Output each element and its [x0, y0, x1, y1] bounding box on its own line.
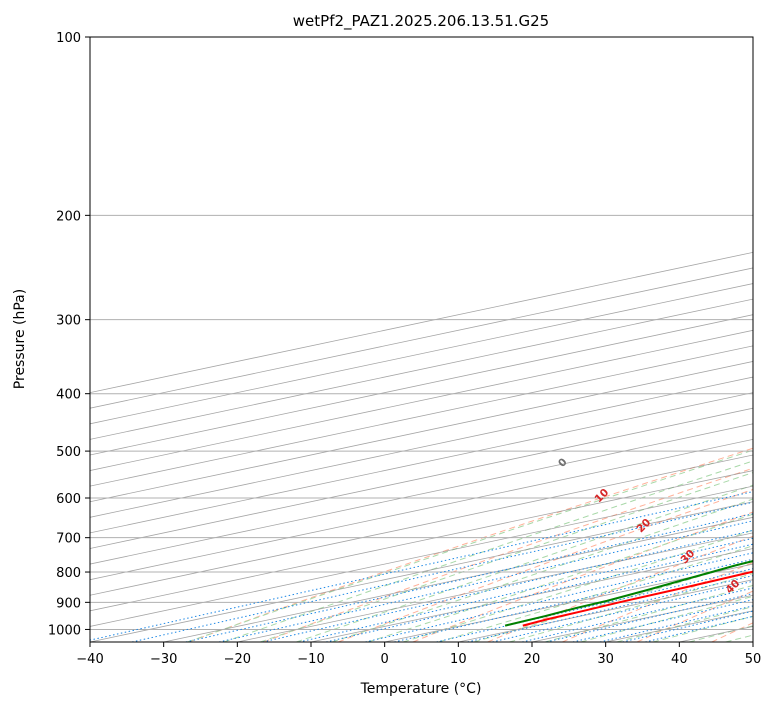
moist-adiabats	[187, 449, 753, 642]
x-tick-label: −30	[150, 652, 177, 667]
moist-adiabat-line	[402, 529, 753, 642]
mixing-ratio-line	[218, 520, 753, 642]
isotherm-line	[90, 501, 753, 642]
isotherm-line	[90, 267, 753, 409]
profiles	[504, 560, 753, 627]
y-tick-label: 400	[56, 388, 81, 403]
y-tick-label: 300	[56, 314, 81, 329]
x-axis-ticks: −40 −30 −20 −10 0 10 20 30 40 50	[76, 642, 761, 667]
isotherm-line	[90, 329, 753, 471]
isotherm-line	[90, 454, 753, 596]
isotherm-line	[90, 423, 753, 565]
mixing-ratio-line	[299, 537, 753, 642]
x-tick-label: −10	[297, 652, 324, 667]
x-tick-label: −20	[224, 652, 251, 667]
y-tick-label: 500	[56, 445, 81, 460]
skewed-isotherms	[90, 251, 753, 642]
isotherm-line	[90, 407, 753, 549]
isotherm-line	[90, 485, 753, 627]
y-tick-label: 600	[56, 492, 81, 507]
isotherm-line	[90, 251, 753, 394]
x-tick-label: 0	[381, 652, 389, 667]
x-tick-label: 20	[524, 652, 541, 667]
x-tick-label: 40	[671, 652, 688, 667]
plot-area: 0.10.20.40.611.52346810131620253036-100-…	[90, 37, 753, 642]
x-tick-label: 50	[745, 652, 762, 667]
isotherm-line	[90, 314, 753, 456]
x-tick-label: −40	[76, 652, 103, 667]
isotherm-line	[237, 532, 753, 642]
y-tick-label: 200	[56, 209, 81, 224]
isotherm-line	[90, 283, 753, 425]
isotherm-line	[90, 470, 753, 612]
dry-adiabat-line	[487, 535, 753, 642]
y-tick-label: 700	[56, 532, 81, 547]
moist-adiabat-line	[473, 559, 753, 642]
y-axis-ticks: 100 200 300 400 500 600 700 800 900 1000	[48, 31, 90, 638]
y-tick-label: 800	[56, 566, 81, 581]
plot-frame	[89, 36, 754, 643]
x-axis-label: Temperature (°C)	[360, 681, 482, 697]
x-tick-label: 10	[450, 652, 467, 667]
mixing-ratio-line	[394, 558, 753, 642]
isotherm-line	[90, 438, 753, 581]
y-axis-label: Pressure (hPa)	[12, 289, 28, 389]
x-tick-label: 30	[597, 652, 614, 667]
moist-adiabat-line	[331, 498, 753, 642]
chart-title: wetPf2_PAZ1.2025.206.13.51.G25	[293, 12, 549, 31]
pressure-gridlines	[90, 37, 753, 630]
mixing-ratio-line	[90, 491, 753, 641]
y-tick-label: 900	[56, 596, 81, 611]
moist-adiabat-line	[296, 484, 753, 642]
mixing-ratio-line	[365, 552, 753, 642]
moist-adiabat-line	[580, 595, 753, 642]
dry-adiabat-line	[412, 511, 753, 642]
y-tick-label: 1000	[48, 623, 81, 638]
isotherm-line	[90, 298, 753, 440]
y-tick-label: 100	[56, 31, 81, 46]
mixing-ratio-line	[325, 543, 753, 642]
moist-adiabat-line	[544, 584, 753, 642]
moist-adiabat-line	[260, 472, 753, 642]
dry-adiabat-line	[263, 467, 753, 642]
dry-adiabat-line	[188, 447, 753, 642]
isotherm-line	[163, 516, 753, 642]
temperature-profile-line	[522, 570, 753, 627]
